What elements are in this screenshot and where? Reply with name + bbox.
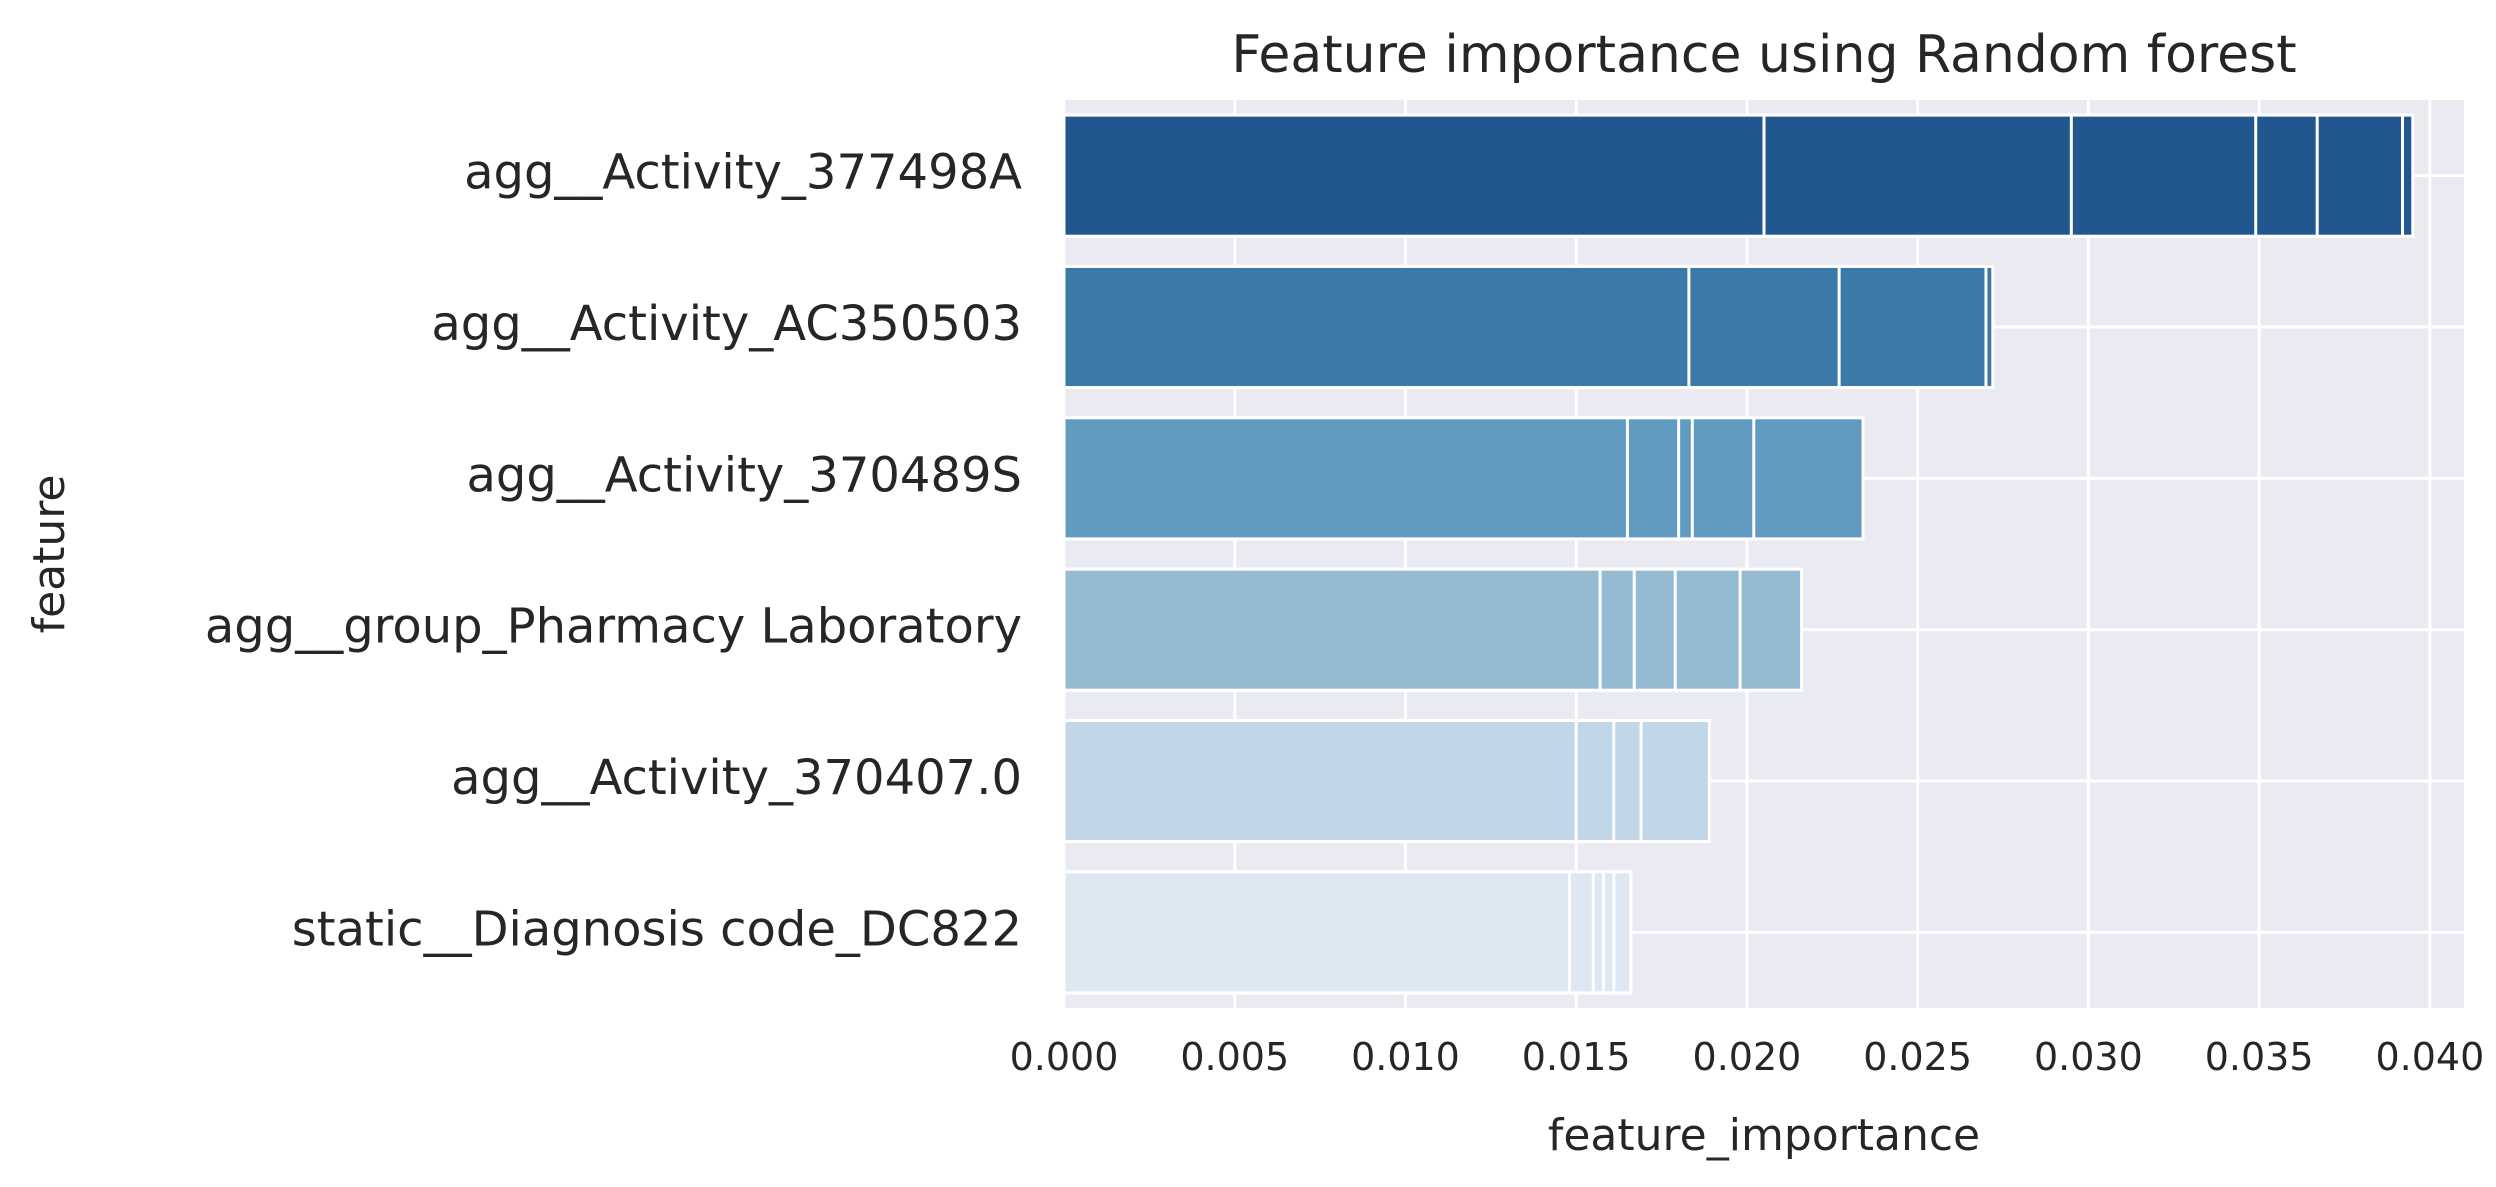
bar — [1062, 416, 1629, 541]
bars — [1062, 113, 2415, 995]
x-tick-label: 0.030 — [2034, 1035, 2143, 1079]
x-tick-label: 0.020 — [1693, 1035, 1802, 1079]
bar — [1062, 113, 1766, 238]
y-tick-label: agg__Activity_377498A — [464, 145, 1022, 201]
y-axis-label: feature — [24, 475, 75, 634]
x-tick-label: 0.000 — [1010, 1035, 1119, 1079]
bar — [1062, 870, 1571, 995]
chart-title: Feature importance using Random forest — [1231, 25, 2296, 85]
plot-background — [1064, 100, 2464, 1008]
y-tick-labels: agg__Activity_377498A agg__Activity_AC350… — [205, 145, 1022, 958]
x-tick-labels: 0.000 0.005 0.010 0.015 0.020 0.025 0.030 0.035… — [1010, 1035, 2485, 1079]
x-axis-label: feature_importance — [1548, 1110, 1980, 1161]
y-tick-label: agg__Activity_370489S — [466, 447, 1022, 503]
x-tick-label: 0.025 — [1863, 1035, 1972, 1079]
bar — [1062, 567, 1602, 692]
x-tick-label: 0.040 — [2375, 1035, 2484, 1079]
x-tick-label: 0.015 — [1522, 1035, 1631, 1079]
bar — [1062, 718, 1578, 844]
x-tick-label: 0.035 — [2205, 1035, 2314, 1079]
y-tick-label: agg__Activity_370407.0 — [451, 750, 1022, 806]
x-tick-label: 0.010 — [1351, 1035, 1460, 1079]
bar — [1062, 264, 1691, 390]
y-tick-label: static__Diagnosis code_DC822 — [292, 901, 1022, 957]
x-tick-label: 0.005 — [1180, 1035, 1289, 1079]
y-tick-label: agg__Activity_AC350503 — [431, 296, 1022, 352]
y-tick-label: agg__group_Pharmacy Laboratory — [205, 599, 1022, 655]
